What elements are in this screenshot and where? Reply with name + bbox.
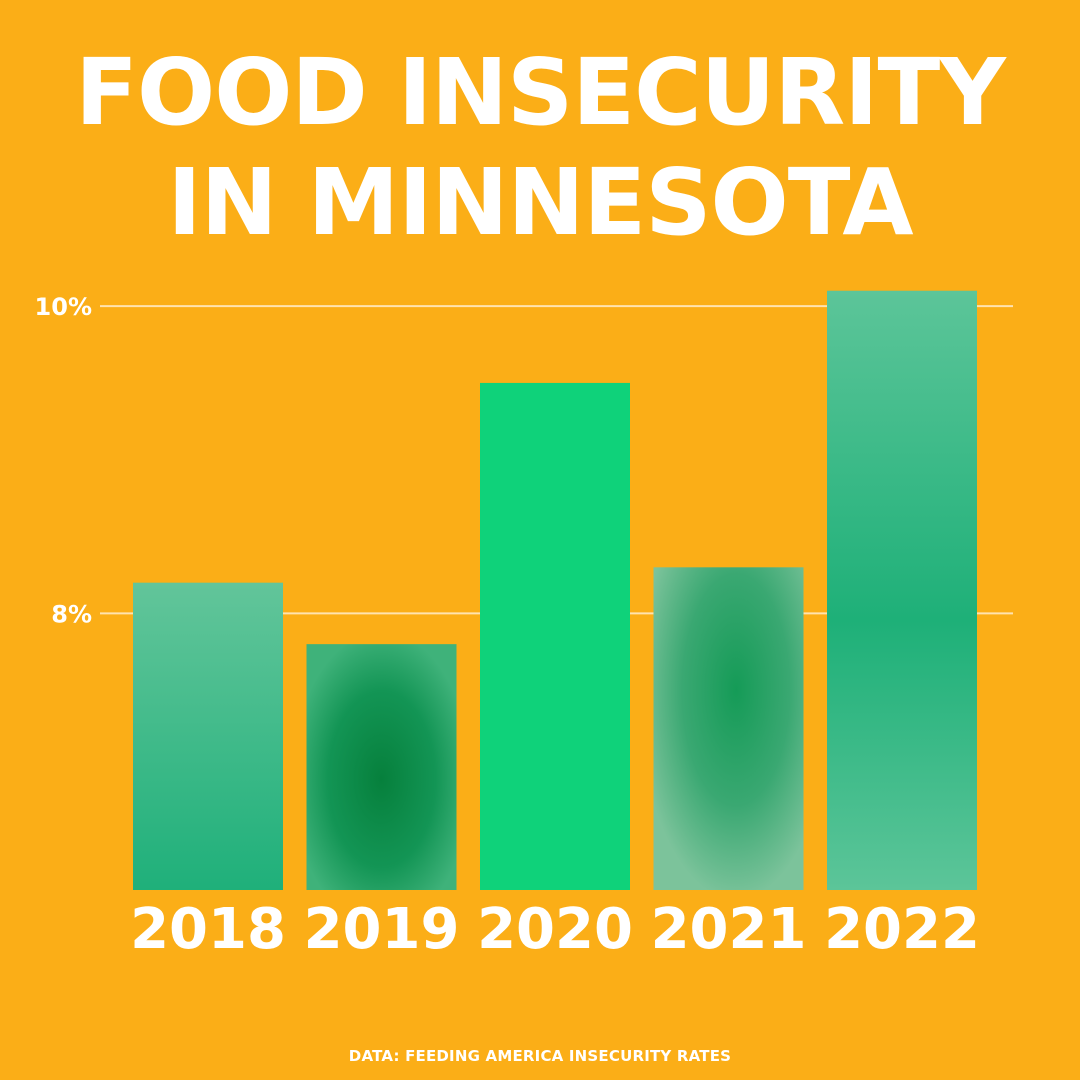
x-category-label: 2019 <box>304 897 460 962</box>
x-category-label: 2021 <box>651 897 807 962</box>
bar-2021 <box>653 567 804 890</box>
chart-title: FOOD INSECURITY IN MINNESOTA <box>0 38 1080 258</box>
bar-2022 <box>827 290 977 891</box>
bar-2018 <box>133 582 283 890</box>
y-tick-label: 8% <box>51 600 92 628</box>
bar-2019 <box>306 644 457 890</box>
bar-2020 <box>480 382 630 890</box>
data-source-note: DATA: FEEDING AMERICA INSECURITY RATES <box>348 1047 732 1065</box>
x-category-label: 2022 <box>824 897 980 962</box>
x-category-label: 2020 <box>477 897 633 962</box>
title-line-2: IN MINNESOTA <box>167 149 913 256</box>
title-line-1: FOOD INSECURITY <box>75 39 1006 146</box>
x-category-label: 2018 <box>130 897 286 962</box>
y-tick-label: 10% <box>35 293 92 321</box>
